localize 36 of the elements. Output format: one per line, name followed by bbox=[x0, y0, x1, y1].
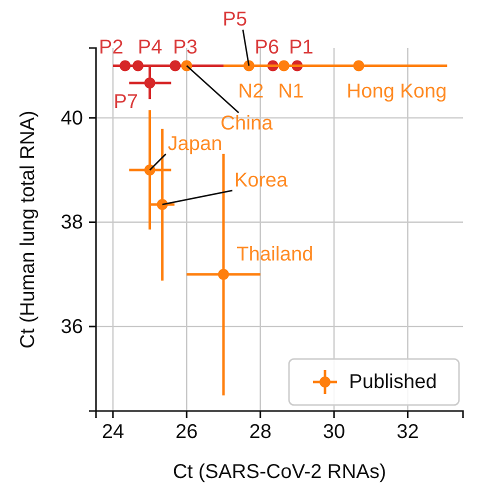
x-tick-label: 26 bbox=[176, 421, 198, 444]
x-tick-label: 30 bbox=[322, 421, 346, 444]
annotation: Korea bbox=[234, 169, 289, 192]
annotation: P4 bbox=[138, 36, 162, 59]
point bbox=[181, 60, 192, 72]
point bbox=[144, 164, 156, 176]
point bbox=[170, 60, 181, 72]
x-tick-label: 28 bbox=[249, 421, 272, 444]
legend-label: Published bbox=[349, 371, 437, 393]
y-tick-label: 36 bbox=[60, 316, 83, 338]
annotation: Thailand bbox=[236, 243, 314, 266]
annotation: China bbox=[220, 112, 274, 135]
y-tick-label: 40 bbox=[60, 107, 83, 130]
point bbox=[156, 198, 168, 210]
point bbox=[120, 60, 131, 72]
annotation: P2 bbox=[98, 36, 124, 59]
point bbox=[278, 60, 290, 72]
point bbox=[353, 60, 364, 72]
point bbox=[243, 60, 254, 72]
annotation: P5 bbox=[222, 8, 248, 31]
x-tick-label: 24 bbox=[102, 421, 124, 444]
annotation: N1 bbox=[278, 80, 304, 103]
x-tick-label: 32 bbox=[396, 421, 419, 444]
point bbox=[144, 77, 156, 88]
point bbox=[132, 60, 144, 72]
annotation: N2 bbox=[238, 80, 264, 103]
annotation: P1 bbox=[288, 36, 314, 59]
annotation: P3 bbox=[172, 36, 198, 59]
point bbox=[218, 268, 229, 280]
annotation: Hong Kong bbox=[346, 80, 447, 103]
y-tick-label: 38 bbox=[60, 212, 83, 234]
annotation: P6 bbox=[254, 36, 280, 59]
annotation: P7 bbox=[114, 90, 138, 113]
annotation: Japan bbox=[168, 133, 222, 156]
y-axis-title: Ct (Human lung total RNA) bbox=[17, 110, 39, 348]
x-axis-title: Ct (SARS-CoV-2 RNAs) bbox=[172, 461, 386, 483]
